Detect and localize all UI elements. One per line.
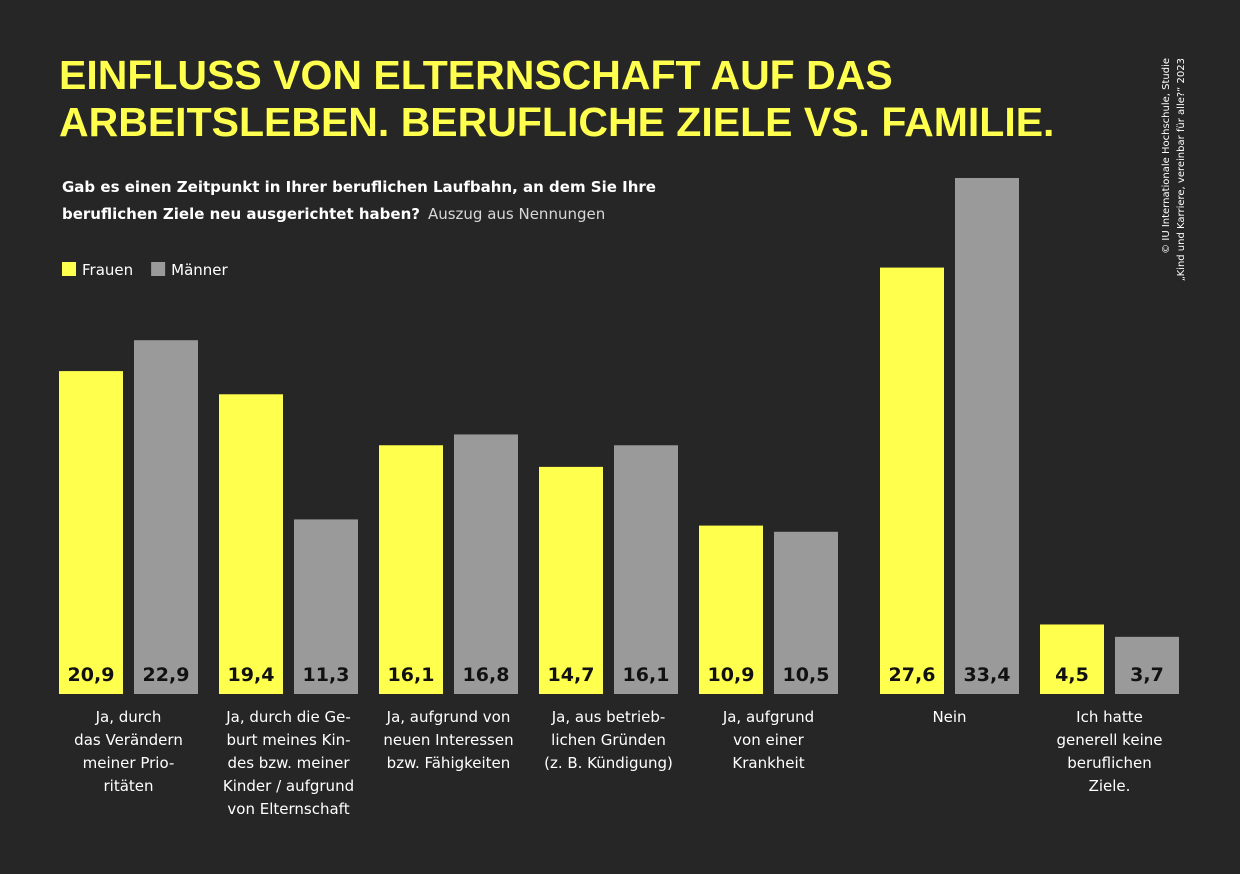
x-tick-label: Ja, aufgrund (722, 708, 814, 726)
x-tick-label: Kinder / aufgrund (223, 777, 354, 795)
x-tick-label: meiner Prio- (83, 754, 175, 772)
x-tick-label: Ich hatte (1076, 708, 1143, 726)
subtitle-note: Auszug aus Nennungen (428, 205, 605, 223)
subtitle: beruflichen Ziele neu ausgerichtet haben… (62, 205, 605, 223)
bar (219, 394, 283, 694)
x-tick-label: (z. B. Kündigung) (544, 754, 673, 772)
source: „Kind und Karriere, vereinbar für alle?“… (1176, 58, 1187, 281)
legend-label: Frauen (82, 261, 133, 279)
legend-label: Männer (171, 261, 228, 279)
x-tick-label: burt meines Kin- (226, 731, 350, 749)
value-label: 16,1 (388, 664, 435, 686)
bar (539, 466, 603, 694)
bar (59, 371, 123, 694)
x-tick-label: von Elternschaft (227, 800, 349, 818)
bar (134, 340, 198, 694)
value-label: 22,9 (143, 664, 190, 686)
x-tick-label: lichen Gründen (551, 731, 666, 749)
x-tick-label: Ja, aufgrund von (386, 708, 511, 726)
value-label: 20,9 (68, 664, 115, 686)
x-tick-label: beruflichen (1067, 754, 1152, 772)
bar (1040, 624, 1104, 694)
x-tick-label: bzw. Fähigkeiten (387, 754, 511, 772)
subtitle: Gab es einen Zeitpunkt in Ihrer beruflic… (62, 178, 656, 196)
value-label: 16,8 (463, 664, 510, 686)
subtitle: beruflichen Ziele neu ausgerichtet haben… (62, 205, 420, 223)
x-tick-label: generell keine (1057, 731, 1163, 749)
value-label: 3,7 (1130, 664, 1164, 686)
x-tick-label: Nein (932, 708, 966, 726)
bar (614, 445, 678, 694)
value-label: 27,6 (889, 664, 936, 686)
x-tick-label: Ja, durch (95, 708, 162, 726)
bar (379, 445, 443, 694)
chart-title: ARBEITSLEBEN. BERUFLICHE ZIELE VS. FAMIL… (59, 99, 1054, 145)
value-label: 10,5 (783, 664, 830, 686)
bar (699, 525, 763, 694)
value-label: 16,1 (623, 664, 670, 686)
source: © IU Internationale Hochschule, Studie (1161, 58, 1172, 254)
bar (1115, 636, 1179, 694)
bar (880, 267, 944, 694)
x-tick-label: neuen Interessen (383, 731, 513, 749)
value-label: 10,9 (708, 664, 755, 686)
value-label: 4,5 (1055, 664, 1089, 686)
x-tick-label: des bzw. meiner (227, 754, 350, 772)
bar (955, 177, 1019, 695)
value-label: 14,7 (548, 664, 595, 686)
value-label: 33,4 (964, 664, 1011, 686)
x-tick-label: Krankheit (732, 754, 804, 772)
x-tick-label: von einer (733, 731, 804, 749)
chart-title: EINFLUSS VON ELTERNSCHAFT AUF DAS (59, 52, 893, 98)
x-tick-label: Ja, durch die Ge- (225, 708, 351, 726)
legend-swatch (151, 262, 166, 276)
x-tick-label: Ziele. (1089, 777, 1131, 795)
x-tick-label: Ja, aus betrieb- (551, 708, 666, 726)
value-label: 11,3 (303, 664, 350, 686)
x-tick-label: ritäten (103, 777, 153, 795)
bar (294, 519, 358, 694)
legend-swatch (62, 262, 76, 276)
x-tick-label: das Verändern (74, 731, 183, 749)
bar (454, 434, 518, 694)
bar (774, 531, 838, 694)
value-label: 19,4 (228, 664, 275, 686)
